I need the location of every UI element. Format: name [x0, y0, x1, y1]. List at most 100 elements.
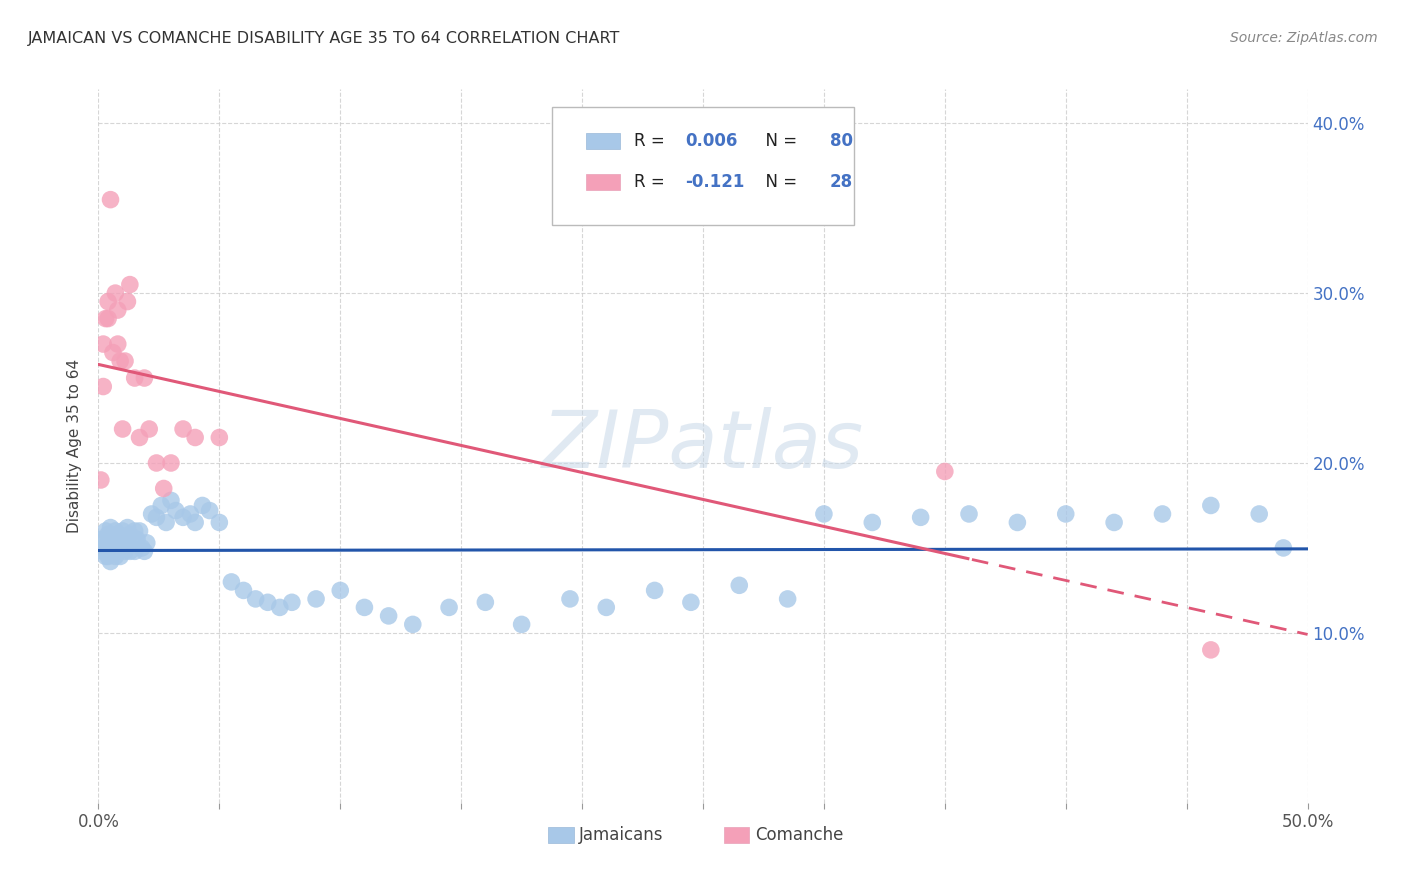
Point — [172, 422, 194, 436]
Point — [184, 516, 207, 530]
Point — [256, 595, 278, 609]
Point — [245, 591, 267, 606]
Point — [107, 544, 129, 558]
Point — [108, 354, 131, 368]
Point — [134, 544, 156, 558]
Point — [221, 574, 243, 589]
Point — [595, 600, 617, 615]
Point — [160, 493, 183, 508]
Point — [329, 583, 352, 598]
Point — [107, 337, 129, 351]
Point — [108, 533, 131, 547]
Point — [208, 516, 231, 530]
Point — [198, 503, 221, 517]
Point — [644, 583, 666, 598]
Point — [114, 354, 136, 368]
Text: Comanche: Comanche — [755, 826, 844, 844]
Point — [94, 533, 117, 547]
Point — [558, 591, 581, 606]
Point — [184, 430, 207, 444]
Point — [172, 510, 194, 524]
Point — [510, 617, 533, 632]
Point — [117, 520, 139, 534]
Point — [145, 510, 167, 524]
Bar — [724, 827, 749, 843]
Point — [101, 533, 124, 547]
Point — [101, 544, 124, 558]
Text: Jamaicans: Jamaicans — [579, 826, 664, 844]
Point — [100, 555, 122, 569]
Point — [208, 430, 231, 444]
Point — [118, 544, 141, 558]
Point — [91, 337, 114, 351]
Point — [124, 371, 146, 385]
Point — [165, 503, 187, 517]
Point — [111, 541, 134, 555]
Point — [104, 524, 127, 538]
Point — [152, 482, 174, 496]
Point — [97, 537, 120, 551]
Point — [97, 311, 120, 326]
Point — [117, 537, 139, 551]
Point — [124, 544, 146, 558]
Point — [121, 536, 143, 550]
Point — [281, 595, 304, 609]
Point — [100, 541, 122, 555]
Text: N =: N = — [755, 132, 803, 150]
Point — [118, 527, 141, 541]
Point — [107, 303, 129, 318]
Text: R =: R = — [634, 132, 671, 150]
Point — [97, 527, 120, 541]
Text: ZIPatlas: ZIPatlas — [541, 407, 865, 485]
Point — [269, 600, 291, 615]
Point — [111, 422, 134, 436]
Point — [94, 311, 117, 326]
Point — [776, 591, 799, 606]
Point — [118, 277, 141, 292]
Point — [114, 533, 136, 547]
Point — [150, 499, 173, 513]
Point — [160, 456, 183, 470]
Point — [104, 549, 127, 564]
Point — [179, 507, 201, 521]
Point — [1054, 507, 1077, 521]
Point — [91, 541, 114, 555]
Y-axis label: Disability Age 35 to 64: Disability Age 35 to 64 — [67, 359, 83, 533]
Text: R =: R = — [634, 173, 671, 191]
Point — [124, 524, 146, 538]
Point — [141, 507, 163, 521]
Point — [155, 516, 177, 530]
Point — [138, 422, 160, 436]
Point — [191, 499, 214, 513]
Point — [94, 524, 117, 538]
Point — [305, 591, 328, 606]
Point — [860, 516, 883, 530]
Point — [134, 371, 156, 385]
Point — [437, 600, 460, 615]
Point — [1249, 507, 1271, 521]
Point — [117, 294, 139, 309]
Point — [97, 549, 120, 564]
Point — [131, 541, 153, 555]
Bar — [586, 133, 620, 149]
Text: 0.006: 0.006 — [685, 132, 737, 150]
Point — [91, 544, 114, 558]
Point — [101, 345, 124, 359]
Point — [100, 193, 122, 207]
Text: N =: N = — [755, 173, 803, 191]
Point — [1199, 499, 1222, 513]
FancyBboxPatch shape — [551, 107, 855, 225]
Text: JAMAICAN VS COMANCHE DISABILITY AGE 35 TO 64 CORRELATION CHART: JAMAICAN VS COMANCHE DISABILITY AGE 35 T… — [28, 31, 620, 46]
Point — [100, 520, 122, 534]
Text: -0.121: -0.121 — [685, 173, 744, 191]
Point — [114, 544, 136, 558]
Point — [104, 286, 127, 301]
Point — [104, 536, 127, 550]
Point — [90, 533, 112, 547]
Point — [474, 595, 496, 609]
Text: 28: 28 — [830, 173, 853, 191]
Point — [957, 507, 980, 521]
Point — [934, 465, 956, 479]
Point — [232, 583, 254, 598]
Text: 80: 80 — [830, 132, 853, 150]
